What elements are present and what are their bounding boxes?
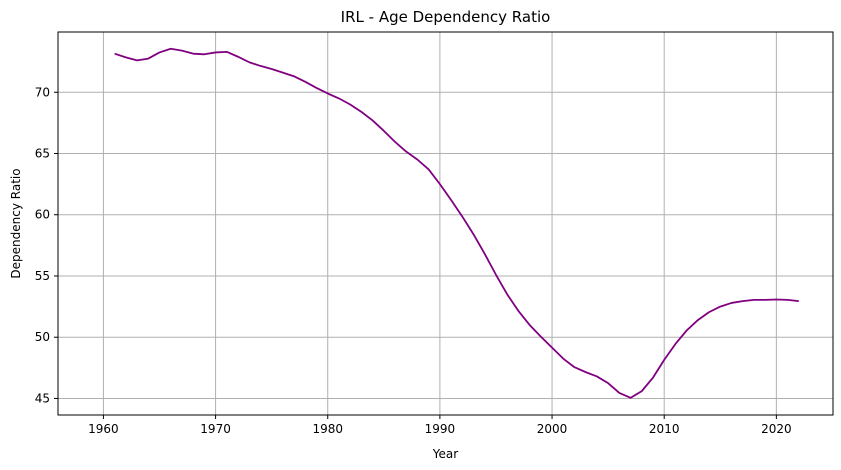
y-tick-label: 45 [35, 391, 50, 405]
y-axis-label: Dependency Ratio [9, 168, 23, 278]
y-tick-label: 65 [35, 147, 50, 161]
grid-lines [58, 32, 833, 415]
x-tick-label: 2000 [537, 422, 568, 436]
y-tick-label: 60 [35, 208, 50, 222]
x-tick-label: 1970 [200, 422, 231, 436]
y-tick-label: 55 [35, 269, 50, 283]
plot-area [58, 32, 833, 415]
chart-title: IRL - Age Dependency Ratio [341, 8, 551, 26]
x-axis-ticks: 1960 1970 1980 1990 2000 2010 2020 [88, 415, 792, 436]
plot-frame [57, 31, 834, 416]
x-tick-label: 1960 [88, 422, 119, 436]
x-tick-label: 2020 [761, 422, 792, 436]
y-tick-label: 50 [35, 330, 50, 344]
series-line [114, 47, 799, 399]
x-tick-label: 2010 [649, 422, 680, 436]
series-group [114, 47, 799, 399]
x-axis-label: Year [432, 447, 458, 461]
y-tick-label: 70 [35, 85, 50, 99]
y-axis-ticks: 45 50 55 60 65 70 [35, 85, 58, 405]
x-tick-label: 1990 [425, 422, 456, 436]
x-tick-label: 1980 [312, 422, 343, 436]
